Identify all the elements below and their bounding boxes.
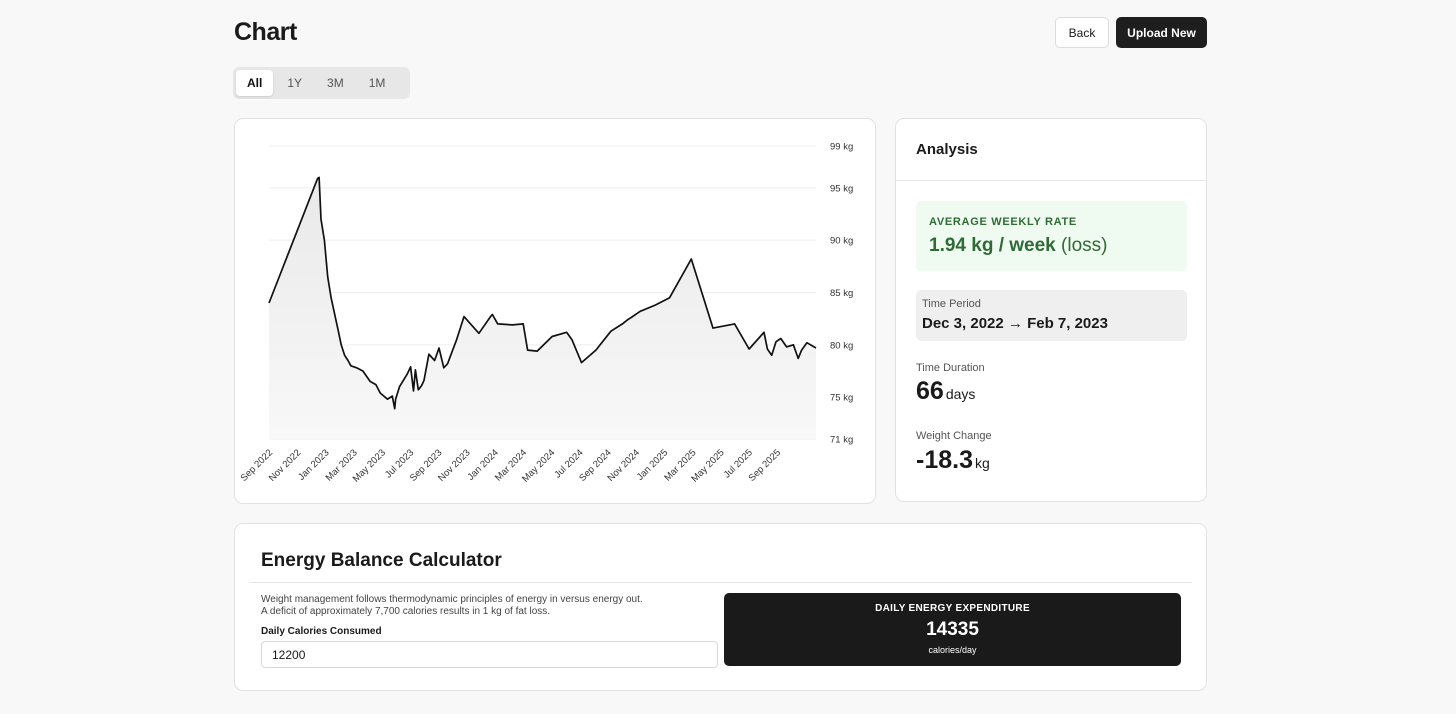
time-duration-number: 66: [916, 377, 944, 405]
y-tick-label: 95 kg: [830, 183, 853, 194]
time-period-label: Time Period: [922, 298, 981, 310]
time-duration-value: 66 days: [916, 377, 975, 406]
weight-line: [268, 176, 817, 410]
analysis-divider: [896, 180, 1206, 181]
weight-change-label: Weight Change: [916, 430, 992, 442]
y-tick-label: 85 kg: [830, 288, 853, 299]
weekly-rate-box: AVERAGE WEEKLY RATE 1.94 kg / week (loss…: [916, 201, 1187, 271]
analysis-title: Analysis: [916, 141, 978, 158]
time-period-box: Time Period Dec 3, 2022 → Feb 7, 2023: [916, 290, 1187, 341]
calories-input[interactable]: [261, 641, 718, 668]
energy-divider: [249, 582, 1192, 583]
tdee-label: DAILY ENERGY EXPENDITURE: [875, 603, 1030, 614]
y-tick-label: 80 kg: [830, 340, 853, 351]
weight-change-unit: kg: [974, 455, 990, 471]
weight-chart-card: 99 kg 95 kg 90 kg 85 kg 80 kg 75 kg 71 kg Sep 2…: [234, 118, 876, 504]
time-period-value: Dec 3, 2022 → Feb 7, 2023: [922, 315, 1108, 332]
analysis-panel: Analysis AVERAGE WEEKLY RATE 1.94 kg / w…: [895, 118, 1207, 502]
energy-description: Weight management follows thermodynamic …: [261, 594, 643, 618]
weekly-rate-number: 1.94 kg / week: [929, 235, 1056, 256]
y-tick-label: 99 kg: [830, 142, 853, 153]
weekly-rate-label: AVERAGE WEEKLY RATE: [929, 216, 1077, 228]
tab-1m[interactable]: 1M: [368, 76, 386, 90]
range-tabs: All 1Y 3M 1M: [233, 67, 410, 99]
weight-change-value: -18.3 kg: [916, 446, 990, 475]
tab-1y[interactable]: 1Y: [287, 76, 303, 90]
energy-desc-line-1: Weight management follows thermodynamic …: [261, 594, 643, 605]
back-button[interactable]: Back: [1055, 17, 1109, 48]
y-tick-label: 90 kg: [830, 236, 853, 247]
tab-3m[interactable]: 3M: [327, 76, 344, 90]
y-tick-label: 75 kg: [830, 393, 853, 404]
weight-change-number: -18.3: [916, 446, 973, 474]
energy-desc-line-2: A deficit of approximately 7,700 calorie…: [261, 606, 551, 617]
tdee-box: DAILY ENERGY EXPENDITURE 14335 calories/…: [724, 593, 1181, 666]
weekly-rate-value: 1.94 kg / week (loss): [929, 235, 1107, 257]
time-duration-unit: days: [945, 386, 976, 402]
calories-label: Daily Calories Consumed: [261, 626, 382, 637]
y-tick-label: 71 kg: [830, 435, 853, 446]
energy-balance-card: Energy Balance Calculator Weight managem…: [234, 523, 1207, 691]
weight-area: [269, 177, 816, 439]
weekly-rate-suffix: (loss): [1061, 235, 1108, 256]
page-title: Chart: [234, 18, 297, 46]
tdee-value: 14335: [926, 619, 979, 640]
tdee-unit: calories/day: [928, 645, 977, 655]
upload-new-button[interactable]: Upload New: [1116, 17, 1207, 48]
time-duration-label: Time Duration: [916, 362, 985, 374]
energy-title: Energy Balance Calculator: [261, 550, 502, 571]
tab-all[interactable]: All: [236, 70, 274, 96]
